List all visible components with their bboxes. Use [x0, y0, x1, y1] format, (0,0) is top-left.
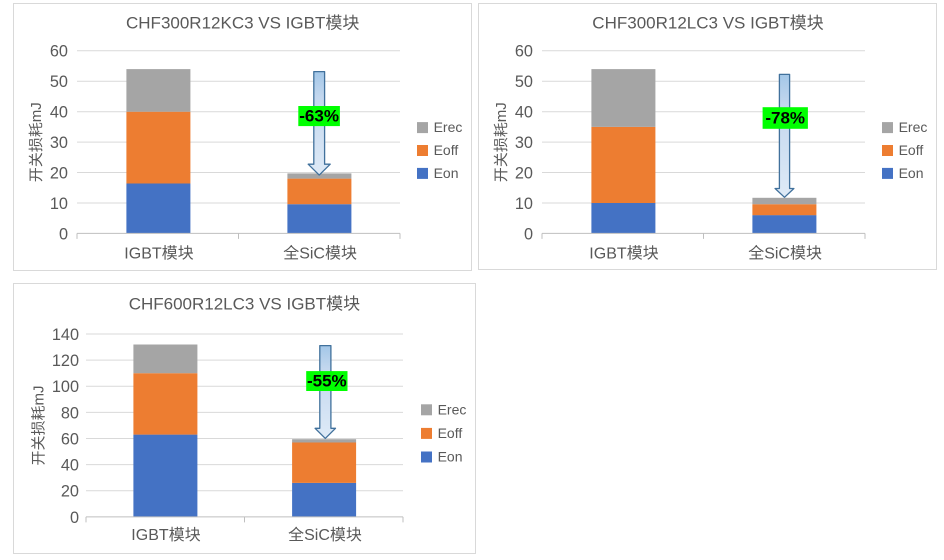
- svg-text:60: 60: [515, 43, 533, 61]
- svg-text:80: 80: [61, 404, 79, 422]
- svg-text:100: 100: [52, 378, 79, 396]
- svg-text:Eoff: Eoff: [434, 142, 459, 158]
- svg-text:0: 0: [524, 225, 533, 243]
- svg-text:0: 0: [70, 509, 79, 527]
- svg-text:mJ: mJ: [31, 386, 48, 406]
- svg-text:CHF300R12LC3 VS IGBT: CHF300R12LC3 VS IGBT: [592, 14, 789, 33]
- svg-text:Erec: Erec: [899, 119, 928, 135]
- svg-text:20: 20: [515, 165, 533, 183]
- svg-text:Erec: Erec: [434, 119, 463, 135]
- svg-text:Eon: Eon: [899, 165, 924, 181]
- svg-text:30: 30: [50, 134, 68, 152]
- svg-text:IGBT: IGBT: [589, 246, 627, 263]
- svg-text:SiC: SiC: [304, 527, 330, 544]
- svg-text:IGBT: IGBT: [124, 246, 162, 263]
- svg-text:-78%: -78%: [765, 109, 805, 128]
- svg-text:20: 20: [50, 165, 68, 183]
- svg-text:-55%: -55%: [307, 372, 347, 391]
- svg-text:-63%: -63%: [299, 107, 339, 126]
- svg-text:Eon: Eon: [438, 449, 463, 465]
- svg-text:60: 60: [50, 43, 68, 61]
- svg-text:IGBT: IGBT: [131, 527, 169, 544]
- svg-text:40: 40: [50, 104, 68, 122]
- svg-text:Eoff: Eoff: [438, 425, 463, 441]
- svg-text:10: 10: [50, 195, 68, 213]
- svg-text:50: 50: [515, 73, 533, 91]
- svg-text:30: 30: [515, 134, 533, 152]
- svg-text:SiC: SiC: [764, 246, 790, 263]
- svg-text:CHF300R12KC3 VS IGBT: CHF300R12KC3 VS IGBT: [126, 14, 325, 33]
- svg-text:10: 10: [515, 195, 533, 213]
- svg-text:SiC: SiC: [299, 246, 325, 263]
- svg-text:20: 20: [61, 483, 79, 501]
- svg-text:Eoff: Eoff: [899, 142, 924, 158]
- svg-text:40: 40: [61, 457, 79, 475]
- svg-text:140: 140: [52, 326, 79, 344]
- svg-text:0: 0: [59, 225, 68, 243]
- svg-text:mJ: mJ: [493, 102, 510, 122]
- svg-text:CHF600R12LC3 VS IGBT: CHF600R12LC3 VS IGBT: [129, 295, 326, 314]
- svg-text:Eon: Eon: [434, 165, 459, 181]
- svg-text:40: 40: [515, 104, 533, 122]
- svg-text:Erec: Erec: [438, 401, 467, 417]
- svg-text:50: 50: [50, 73, 68, 91]
- svg-text:120: 120: [52, 352, 79, 370]
- svg-text:mJ: mJ: [28, 102, 45, 122]
- svg-text:60: 60: [61, 431, 79, 449]
